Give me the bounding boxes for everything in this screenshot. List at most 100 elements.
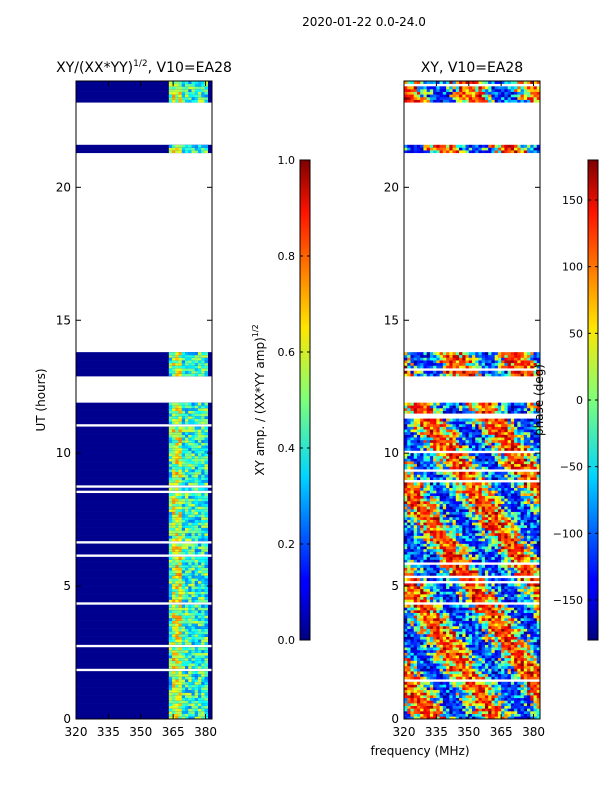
- heatmap-cell: [185, 687, 189, 691]
- heatmap-cell: [407, 676, 411, 680]
- heatmap-cell: [527, 684, 531, 688]
- heatmap-cell: [449, 567, 453, 571]
- heatmap-cell: [181, 514, 186, 518]
- heatmap-cell: [442, 639, 447, 643]
- heatmap-cell: [191, 679, 196, 683]
- heatmap-cell: [523, 636, 528, 640]
- heatmap-cell: [446, 641, 450, 645]
- heatmap-cell: [468, 607, 473, 611]
- heatmap-cell: [416, 588, 421, 592]
- heatmap-cell: [497, 639, 502, 643]
- heatmap-cell: [407, 554, 411, 558]
- heatmap-cell: [452, 516, 457, 520]
- heatmap-cell: [488, 570, 492, 574]
- heatmap-cell: [481, 596, 486, 600]
- heatmap-cell: [455, 628, 460, 632]
- heatmap-cell: [533, 506, 538, 510]
- heatmap-cell: [429, 588, 434, 592]
- heatmap-cell: [194, 407, 199, 411]
- heatmap-cell: [178, 647, 183, 651]
- heatmap-cell: [530, 527, 534, 531]
- heatmap-cell: [178, 633, 183, 637]
- heatmap-cell: [420, 572, 424, 576]
- heatmap-cell: [462, 705, 466, 709]
- heatmap-cell: [468, 548, 473, 552]
- heatmap-cell: [181, 434, 186, 438]
- heatmap-cell: [533, 673, 538, 677]
- heatmap-cell: [168, 713, 173, 717]
- heatmap-cell: [413, 644, 418, 648]
- heatmap-cell: [465, 695, 470, 699]
- heatmap-cell: [497, 665, 502, 669]
- heatmap-cell: [420, 596, 424, 600]
- heatmap-cell: [413, 530, 418, 534]
- heatmap-cell: [191, 647, 196, 651]
- heatmap-cell: [178, 660, 183, 664]
- heatmap-cell: [188, 407, 192, 411]
- heatmap-cell: [175, 362, 179, 366]
- heatmap-cell: [197, 708, 202, 712]
- heatmap-cell: [172, 572, 176, 576]
- heatmap-cell: [523, 713, 528, 717]
- heatmap-cell: [536, 711, 540, 714]
- heatmap-cell: [201, 450, 205, 454]
- heatmap-cell: [404, 628, 408, 632]
- heatmap-cell: [488, 514, 492, 518]
- heatmap-cell: [497, 548, 502, 552]
- heatmap-cell: [472, 615, 476, 619]
- heatmap-cell: [172, 663, 176, 667]
- heatmap-cell: [497, 636, 502, 640]
- heatmap-cell: [188, 455, 192, 459]
- heatmap-cell: [188, 599, 192, 603]
- heatmap-cell: [172, 623, 176, 627]
- heatmap-cell: [468, 612, 473, 616]
- heatmap-cell: [191, 362, 196, 366]
- heatmap-row-bg: [76, 352, 212, 356]
- heatmap-cell: [172, 511, 176, 515]
- heatmap-cell: [472, 687, 476, 691]
- heatmap-cell: [410, 554, 415, 558]
- heatmap-cell: [181, 713, 186, 717]
- heatmap-cell: [459, 511, 463, 515]
- heatmap-cell: [423, 636, 427, 640]
- heatmap-cell: [413, 556, 418, 560]
- heatmap-row-bg: [76, 713, 212, 717]
- heatmap-cell: [204, 461, 208, 465]
- heatmap-cell: [188, 530, 192, 534]
- heatmap-cell: [501, 652, 505, 656]
- heatmap-cell: [410, 692, 415, 696]
- heatmap-cell: [475, 567, 479, 571]
- heatmap-cell: [497, 607, 502, 611]
- heatmap-row-bg: [76, 687, 212, 691]
- heatmap-cell: [501, 586, 505, 590]
- heatmap-cell: [197, 442, 202, 446]
- heatmap-cell: [201, 681, 205, 685]
- y-tick-label: 10: [56, 446, 71, 460]
- heatmap-cell: [507, 649, 512, 653]
- heatmap-cell: [488, 628, 492, 632]
- heatmap-cell: [420, 660, 424, 664]
- heatmap-cell: [478, 519, 483, 523]
- heatmap-cell: [181, 676, 186, 680]
- heatmap-cell: [185, 711, 189, 714]
- heatmap-cell: [201, 94, 205, 98]
- heatmap-cell: [436, 639, 440, 643]
- heatmap-cell: [175, 559, 179, 563]
- heatmap-cell: [168, 511, 173, 515]
- heatmap-cell: [468, 652, 473, 656]
- heatmap-cell: [442, 655, 447, 659]
- heatmap-cell: [178, 556, 183, 560]
- heatmap-cell: [194, 368, 199, 372]
- heatmap-cell: [416, 572, 421, 576]
- heatmap-cell: [484, 538, 489, 542]
- heatmap-cell: [507, 522, 512, 526]
- heatmap-cell: [191, 695, 196, 699]
- heatmap-cell: [191, 88, 196, 92]
- heatmap-cell: [452, 535, 457, 539]
- heatmap-cell: [484, 652, 489, 656]
- heatmap-cell: [175, 354, 179, 358]
- heatmap-cell: [459, 697, 463, 701]
- heatmap-cell: [478, 506, 483, 510]
- heatmap-cell: [191, 458, 196, 462]
- heatmap-cell: [449, 604, 453, 608]
